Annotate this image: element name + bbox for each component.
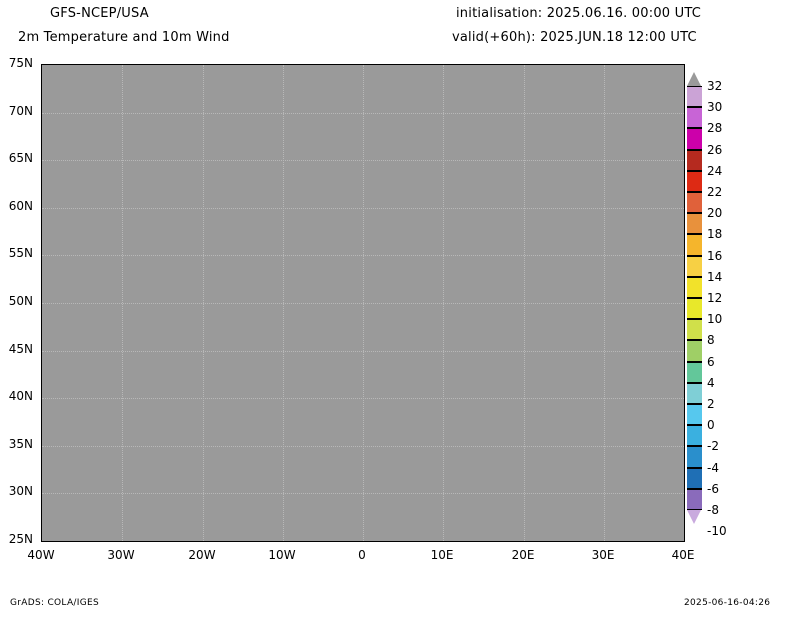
colorbar-band — [687, 404, 702, 426]
axis-label-latitude: 35N — [8, 437, 33, 451]
colorbar-band — [687, 107, 702, 129]
render-timestamp-label: 2025-06-16-04:26 — [684, 598, 771, 608]
axis-label-latitude: 30N — [8, 484, 33, 498]
axis-label-longitude: 40W — [27, 548, 55, 562]
axis-label-latitude: 55N — [8, 246, 33, 260]
axis-label-longitude: 30W — [107, 548, 135, 562]
colorbar-band — [687, 149, 702, 171]
colorbar-tick-label: 0 — [707, 418, 715, 433]
colorbar-tick-label: 16 — [707, 248, 723, 263]
colorbar-tick-label: 8 — [707, 333, 715, 348]
axis-label-longitude: 30E — [591, 548, 615, 562]
temperature-field-canvas — [42, 65, 684, 541]
axis-label-longitude: 10E — [430, 548, 454, 562]
axis-tick-y — [41, 493, 42, 494]
colorbar-tick-label: 28 — [707, 121, 723, 136]
colorbar-band — [687, 298, 702, 320]
colorbar-tick-label: 18 — [707, 227, 723, 242]
axis-tick-x — [524, 541, 525, 542]
colorbar-band — [687, 128, 702, 150]
axis-tick-x — [443, 541, 444, 542]
colorbar-band — [687, 86, 702, 108]
valid-time-label: valid(+60h): 2025.JUN.18 12:00 UTC — [452, 30, 697, 45]
grads-credit-label: GrADS: COLA/IGES — [10, 598, 99, 608]
colorbar-band — [687, 255, 702, 277]
axis-tick-y — [41, 541, 42, 542]
colorbar-tick-label: 14 — [707, 269, 723, 284]
colorbar-tick-label: 30 — [707, 100, 723, 115]
axis-label-latitude: 40N — [8, 389, 33, 403]
model-name-label: GFS-NCEP/USA — [50, 6, 149, 21]
colorbar-band — [687, 446, 702, 468]
axis-label-longitude: 20E — [511, 548, 535, 562]
colorbar-band — [687, 234, 702, 256]
colorbar-tick-label: -2 — [707, 439, 719, 454]
axis-tick-x — [42, 541, 43, 542]
axis-tick-x — [283, 541, 284, 542]
axis-tick-x — [684, 541, 685, 542]
colorbar-tick-label: 20 — [707, 206, 723, 221]
colorbar-tick-label: 4 — [707, 375, 715, 390]
colorbar-tick-label: -6 — [707, 481, 719, 496]
colorbar-band — [687, 488, 702, 510]
axis-tick-x — [604, 541, 605, 542]
axis-tick-y — [41, 208, 42, 209]
colorbar-band — [687, 340, 702, 362]
colorbar-band — [687, 425, 702, 447]
colorbar-band — [687, 192, 702, 214]
colorbar-tick-label: 32 — [707, 79, 723, 93]
axis-label-longitude: 40E — [671, 548, 695, 562]
axis-label-latitude: 50N — [8, 294, 33, 308]
field-description-label: 2m Temperature and 10m Wind — [18, 30, 230, 45]
axis-tick-y — [41, 398, 42, 399]
axis-tick-y — [41, 113, 42, 114]
colorbar-above-range-arrow-icon — [687, 72, 701, 86]
axis-label-longitude: 10W — [268, 548, 296, 562]
colorbar-band — [687, 170, 702, 192]
colorbar-tick-label: 10 — [707, 312, 723, 327]
colorbar-tick-label: -10 — [707, 524, 727, 539]
axis-tick-x — [203, 541, 204, 542]
colorbar-tick-label: -8 — [707, 503, 719, 517]
colorbar-tick-label: 24 — [707, 163, 723, 178]
axis-label-latitude: 65N — [8, 151, 33, 165]
colorbar-below-range-arrow-icon — [687, 510, 701, 524]
colorbar-band — [687, 276, 702, 298]
axis-label-longitude: 20W — [188, 548, 216, 562]
colorbar-tick-label: 6 — [707, 354, 715, 369]
colorbar-band — [687, 213, 702, 235]
axis-tick-y — [41, 303, 42, 304]
axis-tick-y — [41, 160, 42, 161]
colorbar-tick-label: -4 — [707, 460, 719, 475]
axis-label-latitude: 45N — [8, 342, 33, 356]
axis-tick-y — [41, 351, 42, 352]
colorbar-tick-label: 12 — [707, 291, 723, 305]
axis-label-latitude: 25N — [8, 532, 33, 546]
axis-label-latitude: 70N — [8, 104, 33, 118]
colorbar-tick-label: 26 — [707, 142, 723, 157]
colorbar-tick-label: 2 — [707, 397, 715, 411]
axis-tick-y — [41, 65, 42, 66]
colorbar-band — [687, 361, 702, 383]
temperature-map-plot[interactable] — [41, 64, 685, 542]
axis-label-latitude: 60N — [8, 199, 33, 213]
colorbar-band — [687, 467, 702, 489]
axis-tick-x — [363, 541, 364, 542]
axis-tick-x — [122, 541, 123, 542]
colorbar-band — [687, 319, 702, 341]
axis-tick-y — [41, 255, 42, 256]
axis-label-longitude: 0 — [358, 548, 366, 562]
colorbar-tick-label: 22 — [707, 185, 723, 199]
axis-label-latitude: 75N — [8, 56, 33, 70]
axis-tick-y — [41, 446, 42, 447]
initialisation-label: initialisation: 2025.06.16. 00:00 UTC — [456, 6, 701, 21]
colorbar-band — [687, 382, 702, 404]
temperature-colorbar[interactable]: 32 30 28 26 24 22 20 18 16 14 12 10 8 6 4 2 0 -2 -4 -6 -8 -10 — [687, 72, 727, 538]
